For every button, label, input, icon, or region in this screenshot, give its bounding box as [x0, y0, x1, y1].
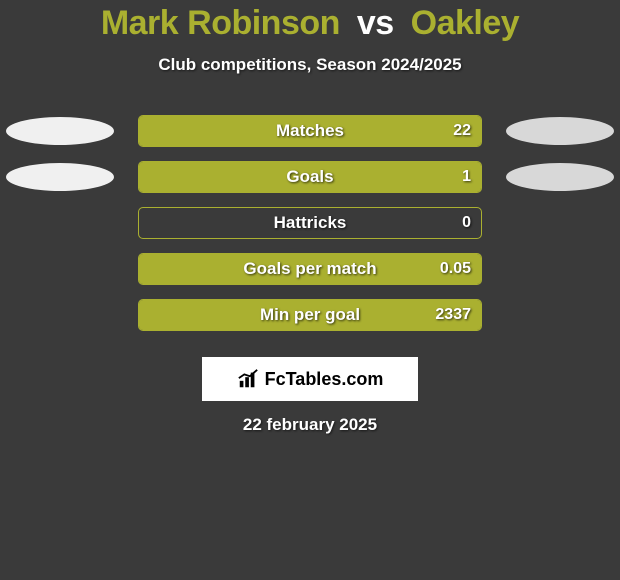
bar-fill-player2	[139, 300, 481, 330]
vs-label: vs	[357, 4, 394, 42]
player2-marker	[506, 163, 614, 191]
stat-bar: Goals per match0.05	[138, 253, 482, 285]
player1-marker	[6, 117, 114, 145]
bar-fill-player2	[139, 162, 481, 192]
player1-name: Mark Robinson	[101, 4, 340, 42]
stat-label: Hattricks	[139, 213, 481, 233]
stat-row: Goals1	[6, 161, 614, 193]
bar-chart-icon	[237, 368, 259, 390]
stat-value: 0	[462, 214, 471, 232]
brand-text: FcTables.com	[265, 369, 384, 390]
stat-bar: Matches22	[138, 115, 482, 147]
player2-marker	[506, 117, 614, 145]
stat-bar: Min per goal2337	[138, 299, 482, 331]
stat-row: Goals per match0.05	[6, 253, 614, 285]
stat-row: Hattricks0	[6, 207, 614, 239]
subtitle: Club competitions, Season 2024/2025	[158, 55, 461, 75]
brand-inner: FcTables.com	[237, 368, 384, 390]
page-title: Mark Robinson vs Oakley	[101, 4, 519, 43]
stat-row: Min per goal2337	[6, 299, 614, 331]
bar-fill-player2	[139, 254, 481, 284]
player2-name: Oakley	[411, 4, 520, 42]
stat-bar: Hattricks0	[138, 207, 482, 239]
stats-rows: Matches22 Goals1 Hattricks0 Goals per match…	[6, 115, 614, 345]
player1-marker	[6, 163, 114, 191]
comparison-infographic: Mark Robinson vs Oakley Club competition…	[0, 0, 620, 435]
brand-box: FcTables.com	[202, 357, 418, 401]
date-label: 22 february 2025	[243, 415, 377, 435]
stat-row: Matches22	[6, 115, 614, 147]
stat-bar: Goals1	[138, 161, 482, 193]
bar-fill-player2	[139, 116, 481, 146]
